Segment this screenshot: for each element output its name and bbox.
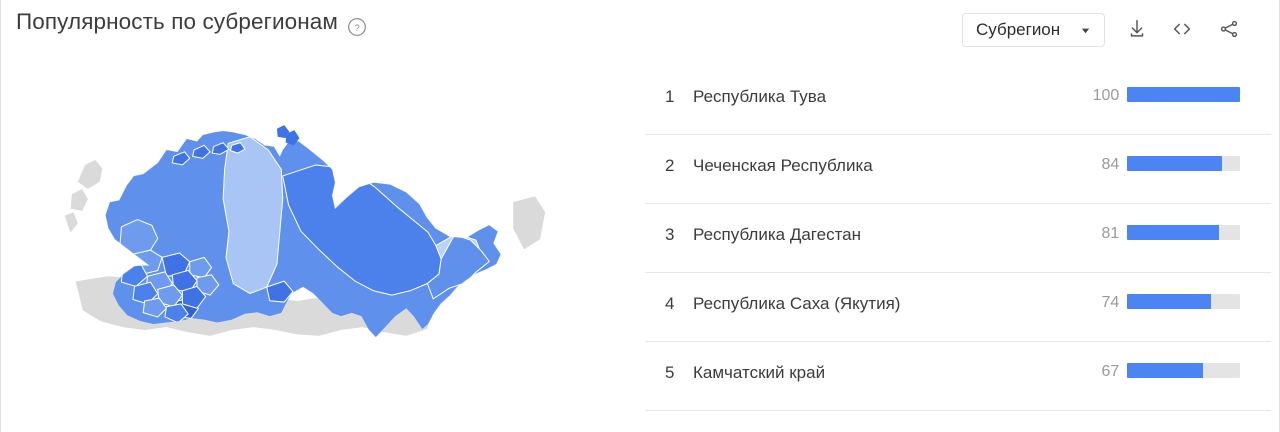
svg-text:?: ?: [354, 23, 359, 34]
